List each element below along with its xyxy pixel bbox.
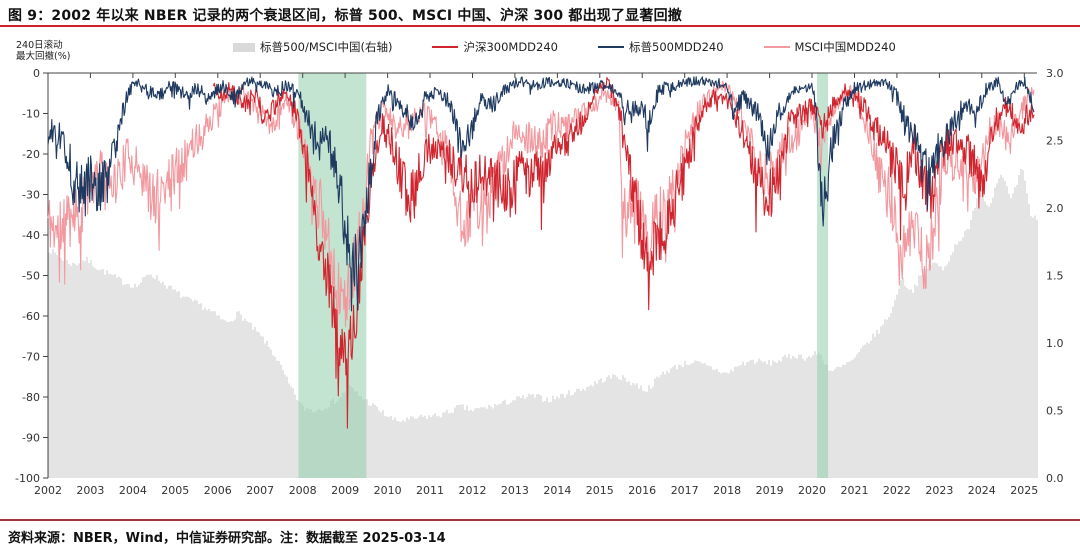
legend-swatch-bar-0 xyxy=(233,42,255,52)
ratio-area-bars xyxy=(48,169,1038,478)
x-tick-label: 2019 xyxy=(756,484,784,497)
x-tick-label: 2002 xyxy=(34,484,62,497)
y-left-tick-label: -20 xyxy=(22,148,40,161)
y-left-tick-label: -30 xyxy=(22,189,40,202)
x-tick-label: 2007 xyxy=(246,484,274,497)
title-rule xyxy=(0,25,1080,27)
x-tick-label: 2021 xyxy=(841,484,869,497)
legend-item-2: 标普500MDD240 xyxy=(598,39,724,55)
legend-label-2: 标普500MDD240 xyxy=(629,40,724,54)
y-right-tick-label: 1.5 xyxy=(1046,270,1064,283)
recession-band-1 xyxy=(817,73,829,478)
x-tick-label: 2006 xyxy=(204,484,232,497)
series-layer xyxy=(47,76,1035,429)
y-right-tick-label: 0.0 xyxy=(1046,472,1064,485)
legend-item-0: 标普500/MSCI中国(右轴) xyxy=(233,39,392,55)
x-tick-label: 2017 xyxy=(671,484,699,497)
x-tick-label: 2015 xyxy=(586,484,614,497)
y-left-tick-label: -90 xyxy=(22,432,40,445)
x-tick-label: 2025 xyxy=(1010,484,1038,497)
source-note: 资料来源：NBER，Wind，中信证券研究部。注：数据截至 2025-03-14 xyxy=(8,531,446,546)
y-right-tick-label: 0.5 xyxy=(1046,405,1064,418)
chart-legend: 标普500/MSCI中国(右轴) 沪深300MDD240 标普500MDD240 MS… xyxy=(233,39,896,55)
legend-swatch-line-2 xyxy=(598,46,624,48)
y-left-tick-label: 0 xyxy=(33,67,40,80)
x-tick-label: 2003 xyxy=(76,484,104,497)
y-left-tick-label: -100 xyxy=(15,472,40,485)
legend-swatch-line-1 xyxy=(432,46,459,48)
y-right-tick-label: 1.0 xyxy=(1046,337,1064,350)
x-tick-label: 2013 xyxy=(501,484,529,497)
y-right-tick-label: 2.5 xyxy=(1046,135,1064,148)
figure-title: 图 9：2002 年以来 NBER 记录的两个衰退区间，标普 500、MSCI … xyxy=(8,8,682,24)
x-tick-label: 2005 xyxy=(161,484,189,497)
legend-item-1: 沪深300MDD240 xyxy=(432,39,558,55)
y-left-tick-label: -40 xyxy=(22,229,40,242)
x-tick-label: 2004 xyxy=(119,484,147,497)
y-right-tick-label: 3.0 xyxy=(1046,67,1064,80)
legend-item-3: MSCI中国MDD240 xyxy=(763,39,896,55)
y-left-tick-label: -70 xyxy=(22,351,40,364)
y-left-tick-label: -80 xyxy=(22,391,40,404)
footer-rule xyxy=(0,519,1080,521)
x-tick-label: 2010 xyxy=(374,484,402,497)
x-tick-label: 2009 xyxy=(331,484,359,497)
x-tick-label: 2018 xyxy=(713,484,741,497)
x-tick-label: 2008 xyxy=(289,484,317,497)
x-tick-label: 2020 xyxy=(798,484,826,497)
series-line-沪深300MDD240 xyxy=(212,77,1035,429)
y-axis-left-label-line1: 240日滚动 xyxy=(16,40,63,51)
y-axis-left-label-line2: 最大回撤(%) xyxy=(16,51,71,62)
legend-label-3: MSCI中国MDD240 xyxy=(794,40,896,54)
legend-swatch-line-3 xyxy=(763,46,790,48)
tick-labels-layer: 0 -10 -20 -30 -40 -50 -60 -70 -80 -90 -100 3.0 2.5 2.… xyxy=(15,67,1063,497)
x-tick-label: 2011 xyxy=(416,484,444,497)
x-tick-label: 2014 xyxy=(543,484,571,497)
y-left-tick-label: -50 xyxy=(22,270,40,283)
legend-label-0: 标普500/MSCI中国(右轴) xyxy=(260,40,393,54)
y-left-tick-label: -10 xyxy=(22,108,40,121)
y-axis-left-label: 240日滚动 最大回撤(%) xyxy=(16,40,70,62)
y-right-tick-label: 2.0 xyxy=(1046,202,1064,215)
legend-label-1: 沪深300MDD240 xyxy=(463,40,558,54)
ratio-bars-layer xyxy=(48,169,1038,478)
x-tick-label: 2016 xyxy=(628,484,656,497)
y-left-tick-label: -60 xyxy=(22,310,40,323)
series-line-标普500MDD240 xyxy=(47,76,1035,312)
x-tick-label: 2022 xyxy=(883,484,911,497)
x-tick-label: 2023 xyxy=(925,484,953,497)
x-tick-label: 2024 xyxy=(968,484,996,497)
x-tick-label: 2012 xyxy=(459,484,487,497)
